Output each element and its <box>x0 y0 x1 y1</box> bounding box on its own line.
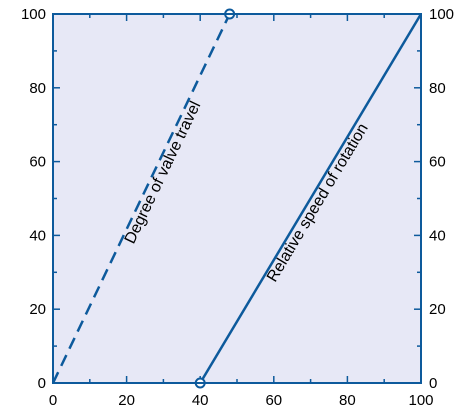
x-tick-label: 40 <box>192 392 209 409</box>
x-tick-label: 0 <box>49 392 57 409</box>
y-tick-label-left: 100 <box>21 6 46 23</box>
y-tick-label-left: 40 <box>29 227 46 244</box>
y-tick-label-right: 60 <box>429 154 446 171</box>
x-tick-label: 20 <box>118 392 135 409</box>
y-tick-label-left: 80 <box>29 80 46 97</box>
y-tick-label-right: 40 <box>429 227 446 244</box>
x-tick-label: 100 <box>408 392 433 409</box>
x-tick-label: 80 <box>339 392 356 409</box>
series-line-1 <box>51 13 231 384</box>
y-tick-label-left: 20 <box>29 301 46 318</box>
y-tick-label-left: 60 <box>29 154 46 171</box>
y-tick-label-right: 20 <box>429 301 446 318</box>
x-tick-label: 60 <box>265 392 282 409</box>
series-line-2 <box>199 13 423 384</box>
plot-frame <box>52 13 422 384</box>
tick-marks <box>53 14 421 383</box>
y-tick-label-right: 100 <box>429 6 454 23</box>
y-tick-label-right: 80 <box>429 80 446 97</box>
y-tick-label-left: 0 <box>38 375 46 392</box>
plot-area <box>53 14 421 383</box>
y-tick-label-right: 0 <box>429 375 437 392</box>
